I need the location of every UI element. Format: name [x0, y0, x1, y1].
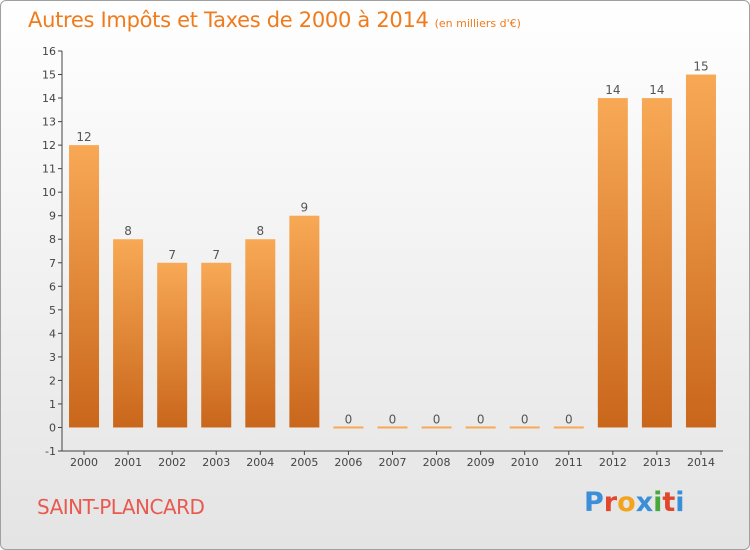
- bar-data-label: 0: [521, 412, 529, 426]
- x-tick-label: 2007: [379, 456, 407, 469]
- y-tick-label: -1: [45, 445, 56, 458]
- bar-data-label: 14: [605, 83, 620, 97]
- y-tick-label: 16: [42, 45, 56, 58]
- bar: [641, 98, 672, 428]
- proxiti-logo-letter: i: [653, 487, 663, 518]
- proxiti-logo-letter: o: [617, 487, 636, 518]
- y-tick-label: 4: [49, 327, 56, 340]
- chart-subtitle: (en milliers d'€): [434, 17, 521, 30]
- chart-title: Autres Impôts et Taxes de 2000 à 2014 (en…: [28, 8, 521, 32]
- y-tick-label: 6: [49, 280, 56, 293]
- x-tick-label: 2009: [467, 456, 495, 469]
- bar: [685, 74, 716, 428]
- commune-name: SAINT-PLANCARD: [37, 495, 205, 519]
- bar-data-label: 8: [124, 224, 132, 238]
- bar: [201, 262, 232, 428]
- bar: [377, 426, 408, 429]
- bar-data-label: 0: [565, 412, 573, 426]
- bar-data-label: 0: [389, 412, 397, 426]
- x-tick-label: 2004: [246, 456, 274, 469]
- bar: [465, 426, 496, 429]
- bar-data-label: 0: [477, 412, 485, 426]
- x-tick-label: 2012: [599, 456, 627, 469]
- y-tick-label: 14: [42, 92, 56, 105]
- y-tick-label: 13: [42, 116, 56, 129]
- proxiti-logo-letter: x: [635, 487, 654, 518]
- bar-data-label: 0: [345, 412, 353, 426]
- y-tick-label: 0: [49, 421, 56, 434]
- y-tick-label: 3: [49, 351, 56, 364]
- y-tick-label: 9: [49, 210, 56, 223]
- bar-data-label: 8: [256, 224, 264, 238]
- x-tick-label: 2008: [423, 456, 451, 469]
- bar: [333, 426, 364, 429]
- bar-data-label: 7: [168, 248, 176, 262]
- x-tick-label: 2010: [511, 456, 539, 469]
- bar-data-label: 14: [649, 83, 664, 97]
- y-tick-label: 11: [42, 163, 56, 176]
- bar: [553, 426, 584, 429]
- proxiti-logo-letter: P: [584, 487, 604, 518]
- x-tick-label: 2006: [334, 456, 362, 469]
- bar: [289, 215, 320, 428]
- bar: [113, 239, 144, 428]
- bar: [509, 426, 540, 429]
- bar-data-label: 0: [433, 412, 441, 426]
- y-tick-label: 1: [49, 398, 56, 411]
- proxiti-logo-letter: t: [662, 487, 676, 518]
- x-tick-label: 2001: [114, 456, 142, 469]
- proxiti-logo[interactable]: Proxiti: [584, 487, 685, 518]
- x-tick-label: 2014: [687, 456, 715, 469]
- chart-data-labels: 12 8 7 7 8 9 0 0 0 0 0 0 14 14 15: [76, 60, 708, 427]
- x-tick-label: 2011: [555, 456, 583, 469]
- bar: [245, 239, 276, 428]
- x-tick-label: 2005: [290, 456, 318, 469]
- y-tick-label: 12: [42, 139, 56, 152]
- chart-bars: [69, 74, 716, 429]
- x-tick-label: 2002: [158, 456, 186, 469]
- x-tick-label: 2003: [202, 456, 230, 469]
- bar: [69, 145, 100, 428]
- proxiti-logo-letter: i: [675, 487, 685, 518]
- bar-data-label: 9: [301, 201, 309, 215]
- y-tick-label: 10: [42, 186, 56, 199]
- x-tick-label: 2000: [70, 456, 98, 469]
- bar: [157, 262, 188, 428]
- chart-title-text: Autres Impôts et Taxes de 2000 à 2014: [28, 8, 429, 32]
- bar-data-label: 15: [693, 60, 708, 74]
- bar: [421, 426, 452, 429]
- y-tick-label: 8: [49, 233, 56, 246]
- y-tick-label: 15: [42, 69, 56, 82]
- bar: [597, 98, 628, 428]
- x-tick-label: 2013: [643, 456, 671, 469]
- y-tick-label: 7: [49, 257, 56, 270]
- bar-data-label: 7: [212, 248, 220, 262]
- bar-data-label: 12: [76, 130, 91, 144]
- y-tick-label: 5: [49, 304, 56, 317]
- y-tick-label: 2: [49, 374, 56, 387]
- proxiti-logo-letter: r: [603, 487, 618, 518]
